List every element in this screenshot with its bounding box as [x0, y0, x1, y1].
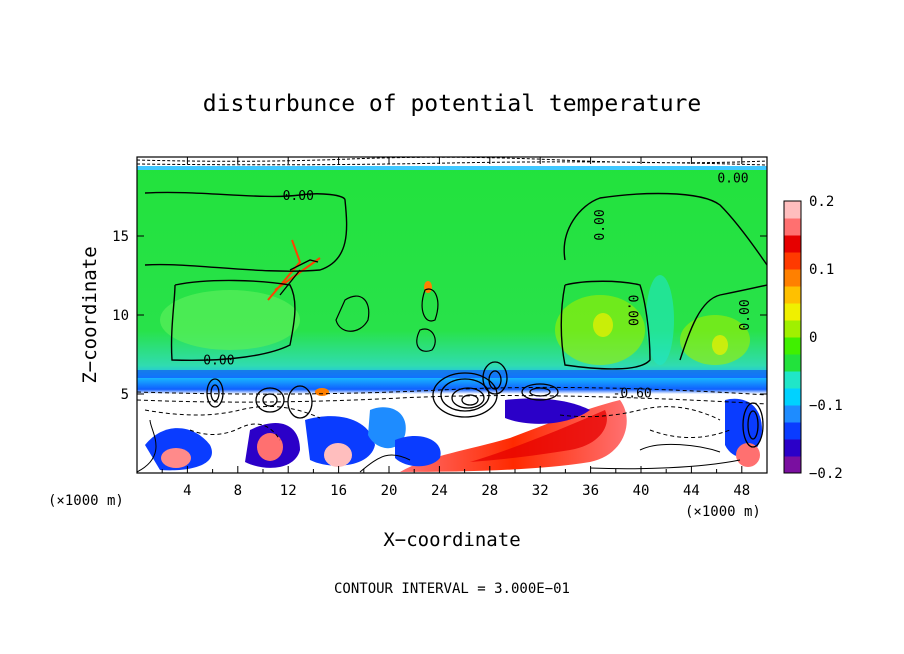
contour-label: 0.00: [738, 299, 753, 330]
x-tick-label: 32: [532, 483, 549, 499]
colorbar-tick-label: −0.1: [809, 398, 843, 414]
zero-contour-upper-right: [560, 192, 767, 370]
dense-contour-clusters: [206, 259, 764, 448]
x-tick-label: 8: [234, 483, 242, 499]
hot-blob-3: [324, 443, 352, 467]
colorbar: 0.2 0.1 0 −0.1 −0.2: [783, 194, 843, 482]
contour-field: [137, 157, 767, 473]
hot-blob-1: [161, 448, 191, 468]
x-axis-title: X−coordinate: [383, 529, 520, 551]
colorbar-swatch: [784, 422, 801, 440]
y-tick-label: 15: [112, 229, 129, 245]
colorbar-swatch: [784, 456, 801, 474]
colorbar-swatch: [784, 269, 801, 287]
yellow-spot-1: [593, 313, 613, 337]
x-tick-label: 48: [733, 483, 750, 499]
x-tick-label: 12: [280, 483, 297, 499]
y-tick-label: 10: [112, 308, 129, 324]
hot-blob-5: [315, 388, 329, 396]
yellow-spot-2: [712, 335, 728, 355]
y-axis-title: Z−coordinate: [79, 246, 101, 383]
x-unit-right: (×1000 m): [685, 504, 761, 520]
x-tick-label: 24: [431, 483, 448, 499]
colorbar-swatch: [784, 388, 801, 406]
cold-blob-6: [505, 398, 590, 424]
colorbar-swatch: [784, 439, 801, 457]
contour-labels: 0.00 0.00 0.00 0.00 0.00 0.00 -0.60: [203, 172, 753, 402]
low-level-blue-band: [137, 370, 767, 378]
colorbar-swatch: [784, 371, 801, 389]
x-tick-label: 40: [633, 483, 650, 499]
x-axis-ticks: 4 8 12 16 20 24 28 32 36 40 44 48: [161, 157, 750, 499]
top-layer-blue: [137, 166, 767, 170]
colorbar-swatch: [784, 303, 801, 321]
x-tick-label: 20: [381, 483, 398, 499]
y-tick-label: 5: [121, 387, 129, 403]
colorbar-swatch: [784, 405, 801, 423]
x-tick-label: 16: [330, 483, 347, 499]
x-tick-label: 36: [582, 483, 599, 499]
colorbar-swatch: [784, 252, 801, 270]
contour-label: 0.00: [593, 209, 608, 240]
x-tick-label: 28: [481, 483, 498, 499]
upper-patch-1: [160, 290, 300, 350]
contour-label: 0.00: [203, 353, 234, 368]
x-tick-label: 4: [183, 483, 191, 499]
negative-contours: [137, 386, 767, 441]
colorbar-tick-label: 0: [809, 330, 817, 346]
colorbar-tick-label: −0.2: [809, 466, 843, 482]
contour-label: 0.00: [283, 189, 314, 204]
colorbar-swatch: [784, 201, 801, 219]
hot-blob-2: [257, 433, 283, 461]
colorbar-frame: [783, 200, 802, 474]
hot-plume-core: [470, 410, 607, 462]
colorbar-tick-label: 0.1: [809, 262, 834, 278]
zero-contour-upper-left: [144, 191, 348, 362]
x-unit-left: (×1000 m): [48, 493, 124, 509]
contour-label: -0.60: [613, 387, 652, 402]
small-closed-contours: [335, 288, 439, 352]
colorbar-swatch: [784, 354, 801, 372]
colorbar-swatch: [784, 286, 801, 304]
hot-blob-4: [736, 443, 760, 467]
colorbar-tick-label: 0.2: [809, 194, 834, 210]
cyan-column: [646, 275, 674, 365]
contour-label: 0.00: [717, 172, 748, 187]
colorbar-swatch: [784, 218, 801, 236]
bottom-contours: [137, 419, 741, 473]
x-tick-label: 44: [683, 483, 700, 499]
contour-label: 0.00: [625, 295, 640, 326]
contour-interval-note: CONTOUR INTERVAL = 3.000E−01: [334, 581, 570, 597]
cold-blob-4: [368, 407, 406, 449]
colorbar-swatch: [784, 337, 801, 355]
y-axis-ticks: 5 10 15: [112, 229, 767, 403]
colorbar-swatch: [784, 235, 801, 253]
colorbar-swatch: [784, 320, 801, 338]
chart-title: disturbunce of potential temperature: [203, 91, 702, 117]
cold-blob-3: [305, 416, 375, 466]
